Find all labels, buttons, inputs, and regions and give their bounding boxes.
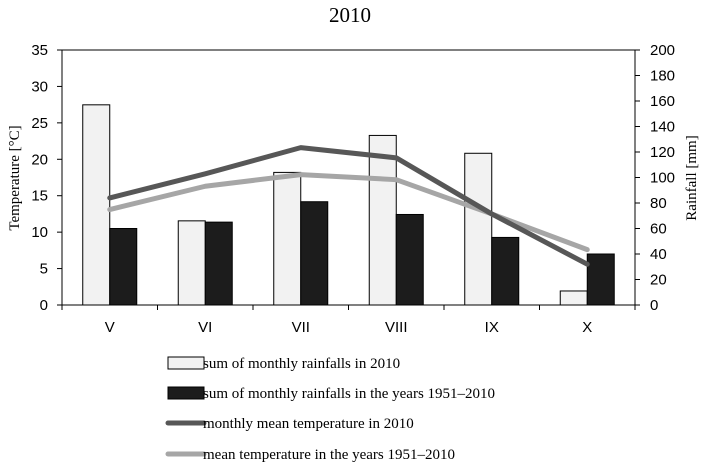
x-tick-label: VIII	[385, 319, 408, 336]
legend-swatch	[167, 356, 205, 370]
x-tick-label: X	[582, 319, 592, 336]
legend-label: sum of monthly rainfalls in 2010	[203, 356, 400, 372]
bar-rainfall-1951-2010	[204, 221, 233, 306]
x-tick-label: IX	[485, 319, 499, 336]
right-tick-label: 20	[650, 272, 667, 289]
right-tick-label: 40	[650, 246, 667, 263]
right-tick-label: 100	[650, 170, 675, 187]
left-axis: 0 5 10 15 20 25 30 35	[31, 42, 62, 314]
legend-label: monthly mean temperature in 2010	[203, 416, 414, 432]
left-tick-label: 35	[31, 42, 48, 59]
left-tick-label: 0	[40, 297, 48, 314]
x-tick-label: V	[105, 319, 115, 336]
right-axis-label: Rainfall [mm]	[684, 135, 700, 220]
legend-label: mean temperature in the years 1951–2010	[203, 447, 455, 463]
right-tick-label: 140	[650, 119, 675, 136]
right-tick-label: 60	[650, 221, 667, 238]
chart-title: 2010	[329, 3, 371, 27]
legend-label: sum of monthly rainfalls in the years 19…	[203, 386, 495, 402]
legend: sum of monthly rainfalls in 2010 sum of m…	[165, 356, 495, 463]
right-tick-label: 120	[650, 144, 675, 161]
left-tick-label: 30	[31, 78, 48, 95]
left-tick-label: 25	[31, 115, 48, 132]
x-axis: V VI VII VIII IX X	[61, 305, 636, 336]
bar-rainfall-1951-2010	[300, 201, 329, 306]
bar-rainfall-2010	[177, 220, 206, 306]
right-axis: 0 20 40 60 80 100 120 140 160 180 200	[635, 42, 675, 314]
bar-rainfall-2010	[464, 152, 493, 306]
right-tick-label: 0	[650, 297, 658, 314]
left-tick-label: 5	[40, 261, 48, 278]
right-tick-label: 200	[650, 42, 675, 59]
x-tick-label: VI	[198, 319, 212, 336]
right-tick-label: 160	[650, 93, 675, 110]
bar-rainfall-1951-2010	[586, 253, 615, 306]
bar-rainfall-2010	[559, 290, 588, 306]
bar-rainfall-2010	[273, 171, 302, 306]
bar-rainfall-1951-2010	[491, 236, 520, 306]
left-tick-label: 20	[31, 151, 48, 168]
bars	[82, 104, 615, 306]
x-tick-label: VII	[292, 319, 310, 336]
line-temperature-2010	[107, 145, 590, 267]
bar-rainfall-1951-2010	[109, 228, 138, 306]
right-tick-label: 180	[650, 68, 675, 85]
left-tick-label: 10	[31, 224, 48, 241]
right-tick-label: 80	[650, 195, 667, 212]
series-lines	[107, 145, 590, 267]
left-axis-label: Temperature [°C]	[7, 125, 23, 230]
legend-swatch	[167, 386, 205, 400]
bar-rainfall-2010	[368, 134, 397, 306]
bar-rainfall-2010	[82, 104, 111, 306]
bar-rainfall-1951-2010	[395, 213, 424, 306]
left-tick-label: 15	[31, 188, 48, 205]
